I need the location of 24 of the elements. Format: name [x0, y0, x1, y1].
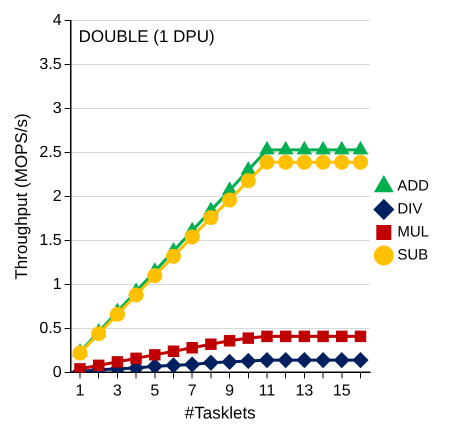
x-tick-label: 13: [295, 382, 314, 400]
x-axis-title: #Tasklets: [184, 403, 256, 422]
legend-label: MUL: [397, 224, 429, 241]
y-tick-label: 0.5: [39, 320, 62, 337]
y-tick-label: 1: [52, 276, 62, 293]
y-tick-label: 3.5: [39, 56, 62, 73]
legend-label: ADD: [397, 178, 430, 195]
x-tick-label: 7: [188, 382, 197, 400]
x-tick-label: 9: [225, 382, 234, 400]
y-tick-label: 4: [52, 12, 62, 30]
y-tick-label: 3: [52, 100, 62, 117]
x-tick-label: 3: [112, 382, 122, 400]
legend-label: SUB: [397, 246, 428, 264]
y-tick-label: 0: [52, 364, 62, 381]
x-tick-label: 1: [76, 382, 85, 400]
y-tick-label: 2: [52, 188, 62, 205]
x-tick-label: 5: [150, 382, 160, 400]
y-tick-label: 2.5: [39, 144, 62, 161]
y-axis-title: Throughput (MOPS/s): [12, 113, 31, 280]
x-tick-label: 15: [332, 382, 351, 400]
legend-label: DIV: [397, 200, 422, 218]
x-tick-label: 11: [258, 382, 276, 400]
y-tick-label: 1.5: [39, 232, 62, 249]
chart-title: DOUBLE (1 DPU): [78, 26, 215, 46]
